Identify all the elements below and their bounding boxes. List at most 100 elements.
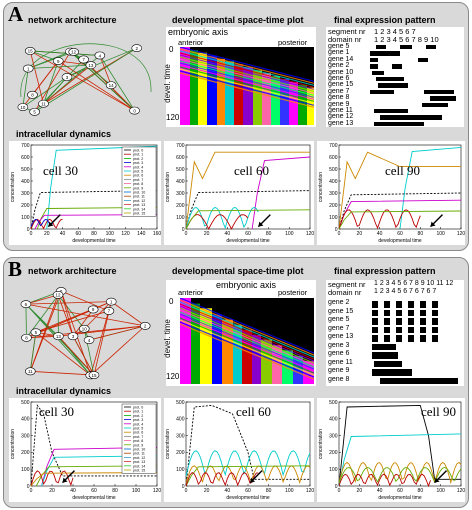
network-edge: [99, 55, 112, 86]
x-tick-label: 60: [245, 488, 251, 494]
y-tick-label: 0: [27, 484, 30, 490]
legend-entry: prot. 6: [133, 174, 143, 178]
y-tick-label: 200: [176, 450, 185, 456]
arrow-head: [258, 221, 264, 227]
y-tick-label: 200: [329, 450, 338, 456]
spacetime-wave: [180, 313, 314, 370]
spacetime-wave: [180, 50, 314, 86]
y-axis-label: concentration: [165, 172, 171, 202]
expression-bar: [384, 326, 390, 333]
expression-bar: [432, 318, 438, 325]
network-node: [78, 55, 89, 64]
x-tick-label: 100: [285, 488, 294, 494]
network-edge: [58, 335, 92, 376]
y-tick-label: 500: [176, 167, 185, 173]
expression-title: final expression pattern: [334, 15, 436, 25]
time-end-label: 120: [166, 113, 180, 122]
network-edge: [83, 328, 95, 376]
expression-bar: [396, 318, 402, 325]
network-node: [21, 333, 32, 342]
x-tick-label: 20: [204, 488, 210, 494]
expression-bar: [424, 89, 454, 95]
x-axis-label: developmental time: [72, 238, 116, 244]
network-node: [105, 81, 117, 90]
gene-label: gene 13: [328, 333, 354, 340]
expression-bar: [384, 301, 390, 308]
spacetime-stripe: [198, 52, 207, 125]
y-tick-label: 600: [21, 155, 30, 161]
legend-entry: prot. 10: [133, 448, 145, 452]
domain-numbers: 1 2 3 4 5 6 7 8 9 10: [374, 35, 439, 44]
network-edge: [29, 332, 37, 372]
gene-label: gene 11: [328, 107, 353, 114]
legend-entry: prot. 7: [133, 435, 143, 439]
y-tick-label: 0: [335, 227, 338, 233]
spacetime-wave: [180, 56, 314, 92]
network-node-label: 0: [60, 289, 63, 294]
network-node-label: 5: [33, 110, 36, 115]
network-node: [53, 332, 64, 341]
x-tick-label: 100: [285, 231, 294, 237]
y-tick-label: 500: [21, 167, 30, 173]
dynamics-curve: [185, 190, 311, 230]
network-node-label: 15: [28, 49, 34, 54]
expression-bar: [418, 57, 428, 63]
y-tick-label: 400: [21, 179, 30, 185]
gene-label: gene 5: [328, 316, 350, 323]
y-tick-label: 600: [329, 155, 338, 161]
network-edge: [22, 76, 68, 108]
expression-bar: [426, 45, 436, 50]
x-tick-label: 80: [418, 488, 424, 494]
y-axis-label: concentration: [318, 172, 324, 202]
network-node-label: 6: [25, 302, 28, 307]
dynamics-curve: [41, 446, 158, 487]
segment-numbers: 1 2 3 4 5 6 7 8 9 10 11 12: [374, 280, 454, 287]
cell-label: cell 30: [39, 404, 75, 419]
spacetime-wave: [180, 305, 314, 362]
legend-entry: prot. 2: [133, 414, 143, 418]
y-axis-label: concentration: [165, 429, 171, 459]
y-axis-label: concentration: [10, 172, 16, 202]
axis-label: embryonic axis: [168, 27, 229, 37]
spacetime-wave: [180, 70, 314, 106]
legend-entry: prot. 5: [133, 170, 143, 174]
expression-bar: [376, 45, 386, 50]
expression-bar: [372, 70, 384, 75]
spacetime-stripe: [272, 345, 282, 384]
x-tick-label: 140: [137, 231, 146, 237]
network-node-label: 7: [108, 309, 111, 314]
x-tick-label: 20: [357, 488, 363, 494]
x-tick-label: 80: [91, 231, 97, 237]
spacetime-image: [180, 298, 314, 384]
network-edge: [29, 294, 59, 372]
network-edge: [60, 290, 74, 337]
expression-bar: [420, 326, 426, 333]
network-edge: [22, 68, 29, 108]
spacetime-wave: [180, 307, 314, 364]
expression-bar: [370, 64, 378, 69]
x-tick-label: 40: [377, 231, 383, 237]
y-axis-label: concentration: [10, 429, 16, 459]
dynamics-curve: [185, 151, 310, 230]
network-edge: [111, 301, 146, 327]
legend-entry: prot. 15: [133, 469, 145, 473]
axis-label: embryonic axis: [216, 280, 277, 290]
expression-bar: [372, 309, 378, 316]
x-tick-label: 120: [153, 488, 161, 494]
spacetime-stripe: [280, 79, 289, 125]
y-tick-label: 100: [176, 215, 185, 221]
expression-bar: [420, 318, 426, 325]
spacetime-plot: embryonic axis anterior posterior 0 deve…: [163, 280, 316, 386]
legend-entry: prot. 4: [133, 422, 143, 426]
y-tick-label: 0: [27, 227, 30, 233]
network-node: [139, 321, 151, 330]
x-axis-label: developmental time: [72, 495, 116, 501]
gene-label: gene 9: [328, 100, 350, 108]
y-tick-label: 200: [176, 203, 185, 209]
spacetime-title: developmental space-time plot: [172, 266, 304, 276]
anterior-label: anterior: [178, 38, 204, 47]
plot-frame: [185, 401, 311, 487]
gene-label: gene 9: [328, 367, 350, 374]
network-node: [78, 324, 90, 333]
network-node: [94, 51, 106, 60]
